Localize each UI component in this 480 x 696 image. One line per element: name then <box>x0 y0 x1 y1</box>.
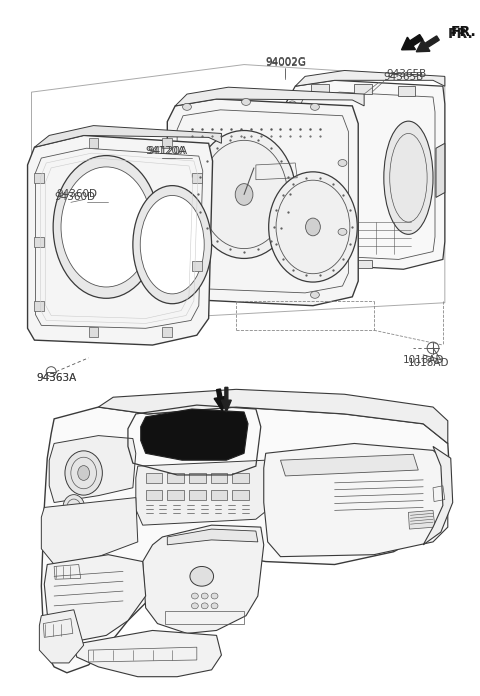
Polygon shape <box>141 409 248 460</box>
Ellipse shape <box>167 219 176 226</box>
Text: 94120A: 94120A <box>148 146 188 156</box>
Polygon shape <box>311 84 329 94</box>
FancyArrow shape <box>221 388 231 412</box>
Ellipse shape <box>140 196 204 294</box>
Text: 1018AD: 1018AD <box>402 355 444 365</box>
Ellipse shape <box>306 218 320 236</box>
Polygon shape <box>136 460 271 525</box>
Polygon shape <box>280 454 418 476</box>
Ellipse shape <box>190 567 214 586</box>
Ellipse shape <box>241 99 251 105</box>
Ellipse shape <box>269 172 357 282</box>
Ellipse shape <box>63 495 84 520</box>
Ellipse shape <box>201 593 208 599</box>
Polygon shape <box>232 473 249 483</box>
Polygon shape <box>168 529 258 545</box>
Ellipse shape <box>338 228 347 235</box>
FancyArrow shape <box>214 389 226 411</box>
Text: 94360D: 94360D <box>54 192 95 203</box>
Polygon shape <box>354 260 372 268</box>
Polygon shape <box>211 473 228 483</box>
Polygon shape <box>397 86 415 96</box>
Polygon shape <box>211 490 228 500</box>
Polygon shape <box>423 446 453 545</box>
Ellipse shape <box>167 155 176 161</box>
Polygon shape <box>35 173 44 182</box>
Polygon shape <box>145 490 162 500</box>
Ellipse shape <box>192 593 198 599</box>
Polygon shape <box>354 84 372 94</box>
Polygon shape <box>168 473 184 483</box>
Ellipse shape <box>211 593 218 599</box>
Text: FR.: FR. <box>451 25 477 39</box>
Ellipse shape <box>384 121 433 235</box>
Polygon shape <box>295 70 445 86</box>
FancyArrow shape <box>402 35 423 50</box>
Polygon shape <box>44 555 145 640</box>
Polygon shape <box>41 498 138 564</box>
Ellipse shape <box>311 292 319 299</box>
Polygon shape <box>41 407 451 673</box>
Ellipse shape <box>61 167 152 287</box>
Text: 1018AD: 1018AD <box>408 358 449 367</box>
Polygon shape <box>143 525 264 633</box>
Polygon shape <box>35 125 221 148</box>
Ellipse shape <box>53 156 159 299</box>
Polygon shape <box>162 139 172 148</box>
Polygon shape <box>35 237 44 246</box>
Polygon shape <box>286 80 445 269</box>
Polygon shape <box>264 443 448 557</box>
Polygon shape <box>49 436 136 503</box>
Ellipse shape <box>192 131 296 258</box>
Ellipse shape <box>201 603 208 609</box>
Text: 94002G: 94002G <box>265 58 306 68</box>
Polygon shape <box>89 139 98 148</box>
Polygon shape <box>74 631 221 677</box>
Ellipse shape <box>78 466 90 480</box>
Polygon shape <box>192 173 202 182</box>
Polygon shape <box>145 473 162 483</box>
Polygon shape <box>189 490 206 500</box>
Polygon shape <box>175 87 364 106</box>
Polygon shape <box>35 301 44 310</box>
Polygon shape <box>168 490 184 500</box>
Polygon shape <box>27 136 213 345</box>
Text: 94360D: 94360D <box>56 189 97 200</box>
Polygon shape <box>408 510 435 529</box>
Polygon shape <box>311 260 329 267</box>
Ellipse shape <box>182 292 192 299</box>
Text: 94365B: 94365B <box>384 72 424 82</box>
Polygon shape <box>436 143 445 198</box>
Ellipse shape <box>311 104 319 111</box>
Ellipse shape <box>133 186 212 303</box>
Polygon shape <box>39 610 84 663</box>
Polygon shape <box>192 262 202 271</box>
Text: 94363A: 94363A <box>36 372 77 383</box>
Ellipse shape <box>296 107 353 235</box>
Text: 94365B: 94365B <box>387 70 427 79</box>
Ellipse shape <box>65 451 102 495</box>
Ellipse shape <box>338 159 347 166</box>
Polygon shape <box>162 327 172 337</box>
Polygon shape <box>89 327 98 337</box>
Ellipse shape <box>235 184 253 205</box>
Text: FR.: FR. <box>448 27 474 41</box>
Text: 94002G: 94002G <box>265 56 306 67</box>
Polygon shape <box>232 490 249 500</box>
Text: 94363A: 94363A <box>36 372 77 383</box>
Ellipse shape <box>182 104 192 111</box>
Ellipse shape <box>192 603 198 609</box>
Polygon shape <box>98 389 448 443</box>
FancyArrow shape <box>416 36 439 52</box>
Text: 94120A: 94120A <box>145 146 186 156</box>
Ellipse shape <box>211 603 218 609</box>
Polygon shape <box>168 99 358 306</box>
Polygon shape <box>189 473 206 483</box>
